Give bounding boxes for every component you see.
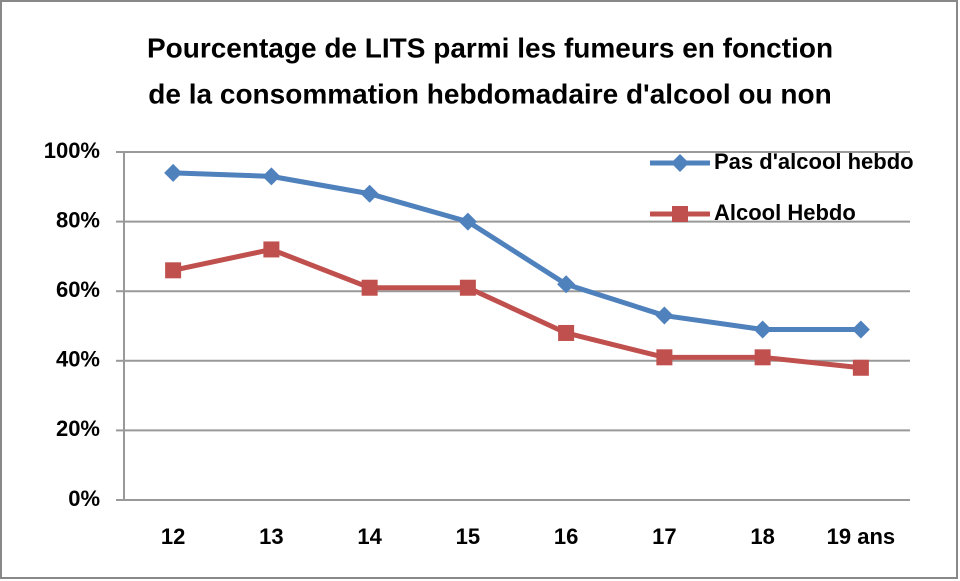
marker bbox=[360, 184, 379, 203]
x-tick-label: 18 bbox=[750, 524, 774, 549]
marker bbox=[851, 320, 870, 339]
legend-label: Pas d'alcool hebdo bbox=[714, 149, 914, 174]
x-tick-label: 13 bbox=[259, 524, 283, 549]
marker bbox=[262, 167, 281, 186]
x-tick-label: 15 bbox=[456, 524, 480, 549]
y-tick-label: 0% bbox=[68, 486, 100, 511]
y-tick-label: 20% bbox=[56, 416, 100, 441]
series-line bbox=[173, 170, 861, 332]
marker bbox=[361, 279, 378, 296]
marker bbox=[656, 349, 673, 366]
legend-marker bbox=[671, 154, 689, 172]
marker bbox=[164, 163, 183, 182]
x-tick-label: 16 bbox=[554, 524, 578, 549]
series-line bbox=[172, 246, 862, 371]
marker bbox=[655, 306, 674, 325]
marker bbox=[165, 262, 182, 279]
y-tick-label: 100% bbox=[44, 138, 100, 163]
marker bbox=[753, 320, 772, 339]
x-tick-label: 12 bbox=[161, 524, 185, 549]
chart-title: Pourcentage de LITS parmi les fumeurs en… bbox=[147, 32, 833, 63]
marker bbox=[459, 279, 476, 296]
marker bbox=[754, 349, 771, 366]
chart-title: de la consommation hebdomadaire d'alcool… bbox=[148, 78, 831, 109]
y-tick-label: 40% bbox=[56, 347, 100, 372]
x-tick-label: 17 bbox=[652, 524, 676, 549]
x-tick-label: 14 bbox=[357, 524, 382, 549]
marker bbox=[558, 324, 575, 341]
legend-marker bbox=[672, 206, 688, 222]
x-tick-label: 19 ans bbox=[827, 524, 896, 549]
legend-label: Alcool Hebdo bbox=[714, 200, 856, 225]
marker bbox=[263, 241, 280, 258]
y-tick-label: 80% bbox=[56, 207, 100, 232]
marker bbox=[557, 275, 576, 294]
marker bbox=[458, 212, 477, 231]
marker bbox=[852, 359, 869, 376]
y-tick-label: 60% bbox=[56, 277, 100, 302]
